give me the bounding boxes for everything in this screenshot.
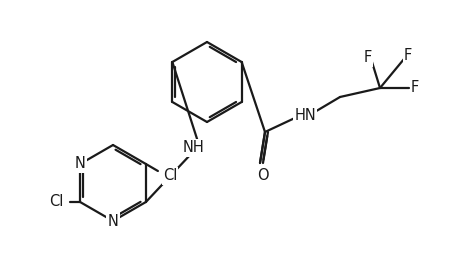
Text: Cl: Cl: [163, 168, 177, 183]
Text: NH: NH: [182, 140, 204, 155]
Text: F: F: [364, 50, 372, 65]
Text: F: F: [404, 48, 412, 62]
Text: Cl: Cl: [49, 194, 63, 210]
Text: HN: HN: [294, 108, 316, 123]
Text: O: O: [257, 167, 269, 183]
Text: F: F: [411, 80, 419, 96]
Text: N: N: [107, 214, 118, 229]
Text: N: N: [75, 156, 86, 171]
